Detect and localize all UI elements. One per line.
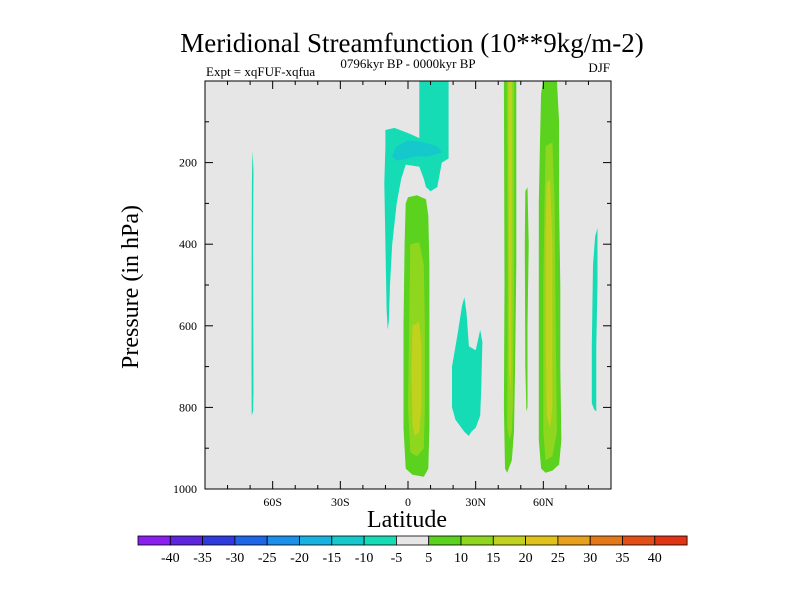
colorbar-swatch <box>202 535 236 546</box>
colorbar: -40 -35 -30 -25 -20 -15 -10 -5 5 10 15 20 25 30 35 40 <box>137 535 688 566</box>
season-label: DJF <box>588 60 610 75</box>
contour-region-equatorial-upper-negative <box>384 81 449 330</box>
chart-title: Meridional Streamfunction (10**9kg/m-2) <box>180 28 643 58</box>
colorbar-swatch <box>299 535 333 546</box>
contour-region-sh-high-lat-weak-negative <box>251 150 254 416</box>
colorbar-swatch <box>395 535 430 546</box>
colorbar-level-label: 40 <box>648 551 662 566</box>
x-tick-label: 60N <box>533 495 554 509</box>
contour-region-nh-mid-lat-peak <box>508 81 512 392</box>
colorbar-level-label: -20 <box>290 551 309 566</box>
y-tick-label: 200 <box>179 156 197 170</box>
contour-region-nh-narrow-positive <box>524 187 529 412</box>
axis-ticks: 60S 30S 0 30N 60N 200 400 600 800 1000 <box>173 81 611 509</box>
colorbar-swatch <box>654 535 688 546</box>
contour-region-nh-high-lat-peak <box>545 178 553 428</box>
y-tick-label: 400 <box>179 237 197 251</box>
x-axis-label: Latitude <box>367 507 447 533</box>
colorbar-swatch <box>460 535 494 546</box>
contour-region-polar-nh-negative <box>591 227 598 412</box>
colorbar-swatch <box>589 535 623 546</box>
colorbar-swatch <box>492 535 526 546</box>
colorbar-level-label: 20 <box>519 551 533 566</box>
colorbar-swatch <box>525 535 559 546</box>
contour-region-subtropical-nh-negative <box>452 297 483 436</box>
colorbar-swatch <box>363 535 397 546</box>
colorbar-level-label: 5 <box>425 551 432 566</box>
colorbar-level-label: -35 <box>193 551 212 566</box>
colorbar-level-label: 25 <box>551 551 565 566</box>
x-tick-label: 0 <box>405 495 411 509</box>
contour-region-equatorial-lower-peak <box>411 321 422 436</box>
colorbar-level-label: -40 <box>161 551 180 566</box>
colorbar-swatch <box>234 535 268 546</box>
colorbar-level-label: -10 <box>355 551 374 566</box>
colorbar-level-label: 15 <box>486 551 500 566</box>
y-axis-label: Pressure (in hPa) <box>118 205 144 369</box>
contour-region-equatorial-upper-core <box>392 140 442 161</box>
colorbar-swatch <box>137 535 171 546</box>
contour-fills <box>251 81 598 477</box>
x-tick-label: 30S <box>331 495 350 509</box>
colorbar-level-label: 35 <box>616 551 630 566</box>
x-tick-label: 60S <box>263 495 282 509</box>
y-tick-label: 600 <box>179 319 197 333</box>
y-tick-label: 800 <box>179 400 197 414</box>
y-tick-label: 1000 <box>173 482 197 496</box>
colorbar-swatch <box>169 535 204 546</box>
x-tick-label: 30N <box>465 495 486 509</box>
colorbar-swatch <box>622 535 656 546</box>
colorbar-swatch <box>428 535 462 546</box>
colorbar-level-label: -15 <box>322 551 341 566</box>
colorbar-swatch <box>266 535 300 546</box>
colorbar-swatch <box>557 535 591 546</box>
period-label: 0796kyr BP - 0000kyr BP <box>340 56 475 71</box>
colorbar-swatch <box>331 535 365 546</box>
experiment-label: Expt = xqFUF-xqfua <box>206 64 315 79</box>
colorbar-level-label: 30 <box>583 551 597 566</box>
colorbar-level-label: -5 <box>391 551 403 566</box>
colorbar-level-label: 10 <box>454 551 468 566</box>
colorbar-level-label: -25 <box>258 551 277 566</box>
colorbar-level-label: -30 <box>226 551 245 566</box>
